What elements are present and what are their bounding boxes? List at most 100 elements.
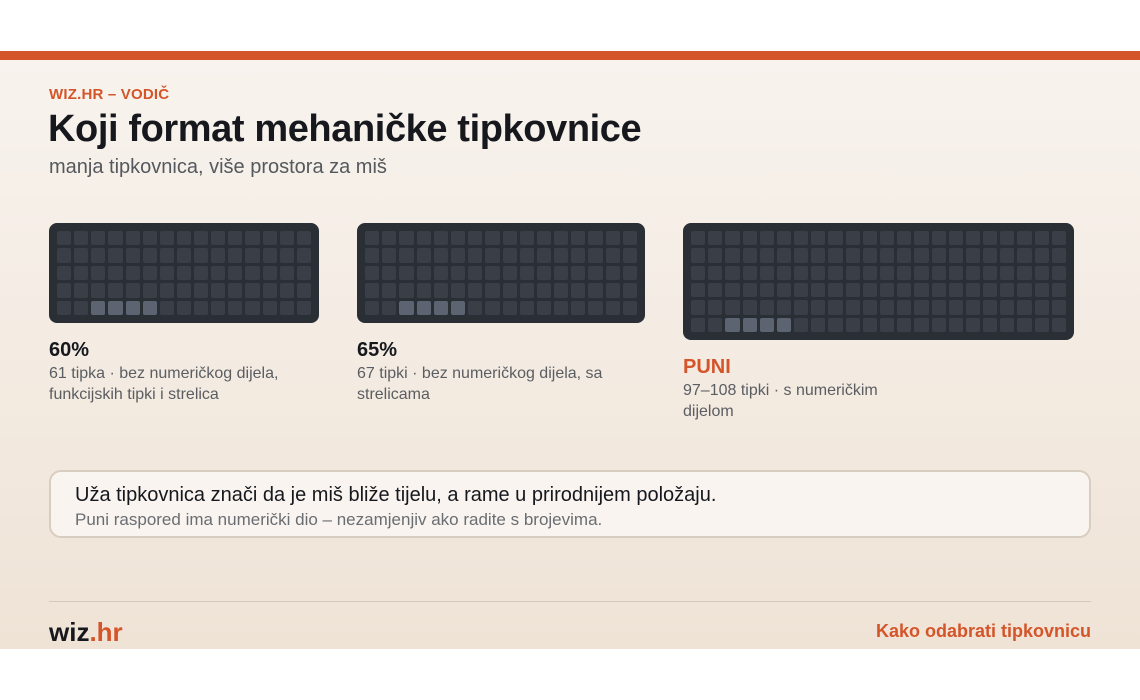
key-cap <box>862 231 877 246</box>
key-cap <box>828 231 843 246</box>
key-cap <box>965 231 981 246</box>
key-cap <box>776 282 792 298</box>
format-desc-full: 97–108 tipki · s numeričkim dijelom <box>683 382 878 420</box>
key-cap <box>948 265 963 280</box>
key-cap <box>262 248 277 263</box>
key-cap <box>1017 248 1032 263</box>
key-cap <box>108 283 123 298</box>
key-cap <box>1034 265 1049 280</box>
key-cap <box>897 300 912 315</box>
key-cap <box>519 265 534 281</box>
key-cap <box>742 248 757 263</box>
key-cap <box>194 248 209 263</box>
key-cap <box>931 317 946 332</box>
key-cap <box>691 231 706 246</box>
key-cap <box>536 300 552 315</box>
key-cap <box>142 248 157 263</box>
key-cap <box>742 317 757 332</box>
key-cap <box>811 300 826 315</box>
key-cap <box>571 231 586 246</box>
key-cap <box>519 231 534 246</box>
key-cap <box>228 300 243 315</box>
format-desc-65: 67 tipki · bez numeričkog dijela, sa str… <box>357 365 603 403</box>
key-cap <box>1034 300 1049 315</box>
key-cap <box>194 283 209 298</box>
key-cap <box>382 300 397 315</box>
key-cap <box>862 265 877 280</box>
key-cap <box>794 282 809 298</box>
key-cap <box>759 231 774 246</box>
key-cap <box>931 248 946 263</box>
key-cap <box>91 300 106 315</box>
key-cap <box>211 300 226 315</box>
key-cap <box>759 282 774 298</box>
key-cap <box>245 248 260 263</box>
key-cap <box>983 248 998 263</box>
key-cap <box>605 248 620 263</box>
key-cap <box>983 300 998 315</box>
key-cap <box>91 231 106 246</box>
key-cap <box>91 265 106 281</box>
key-cap <box>862 317 877 332</box>
key-cap <box>879 282 895 298</box>
key-cap <box>211 231 226 246</box>
key-cap <box>605 231 620 246</box>
key-cap <box>450 265 466 281</box>
key-cap <box>897 317 912 332</box>
key-cap <box>433 300 448 315</box>
key-cap <box>125 231 140 246</box>
key-cap <box>194 265 209 281</box>
key-cap <box>759 265 774 280</box>
key-cap <box>1000 248 1015 263</box>
key-cap <box>862 248 877 263</box>
key-cap <box>382 265 397 281</box>
key-cap <box>948 282 963 298</box>
brand-logo[interactable]: wiz.hr <box>49 617 123 648</box>
key-cap <box>1051 282 1066 298</box>
key-cap <box>1000 265 1015 280</box>
key-cap <box>983 282 998 298</box>
key-cap <box>1051 231 1066 246</box>
key-cap <box>485 248 500 263</box>
key-cap <box>536 283 552 298</box>
note-main-text: Uža tipkovnica znači da je miš bliže tij… <box>75 484 717 506</box>
key-cap <box>176 283 192 298</box>
key-cap <box>811 317 826 332</box>
key-cap <box>262 283 277 298</box>
key-cap <box>502 300 517 315</box>
key-cap <box>142 231 157 246</box>
keyboard-60-illustration <box>49 223 319 323</box>
key-cap <box>1017 282 1032 298</box>
key-cap <box>108 231 123 246</box>
key-cap <box>794 231 809 246</box>
key-cap <box>279 283 294 298</box>
key-cap <box>108 265 123 281</box>
key-cap <box>536 231 552 246</box>
key-cap <box>983 317 998 332</box>
key-cap <box>965 248 981 263</box>
brand-accent: .hr <box>89 617 123 647</box>
key-cap <box>57 231 72 246</box>
key-cap <box>794 300 809 315</box>
key-cap <box>914 282 929 298</box>
key-cap <box>691 282 706 298</box>
info-note: Uža tipkovnica znači da je miš bliže tij… <box>49 470 1091 538</box>
key-cap <box>708 317 723 332</box>
key-cap <box>759 248 774 263</box>
key-cap <box>879 265 895 280</box>
key-cap <box>605 300 620 315</box>
key-cap <box>57 248 72 263</box>
format-name-full: PUNI <box>683 356 731 378</box>
key-cap <box>262 231 277 246</box>
key-cap <box>125 265 140 281</box>
key-cap <box>622 248 637 263</box>
kicker: WIZ.HR – VODIČ <box>49 86 170 103</box>
key-cap <box>931 300 946 315</box>
footer-link[interactable]: Kako odabrati tipkovnicu <box>875 621 1091 641</box>
key-cap <box>622 300 637 315</box>
key-cap <box>125 283 140 298</box>
key-cap <box>776 265 792 280</box>
key-cap <box>211 248 226 263</box>
key-cap <box>897 248 912 263</box>
key-cap <box>519 300 534 315</box>
